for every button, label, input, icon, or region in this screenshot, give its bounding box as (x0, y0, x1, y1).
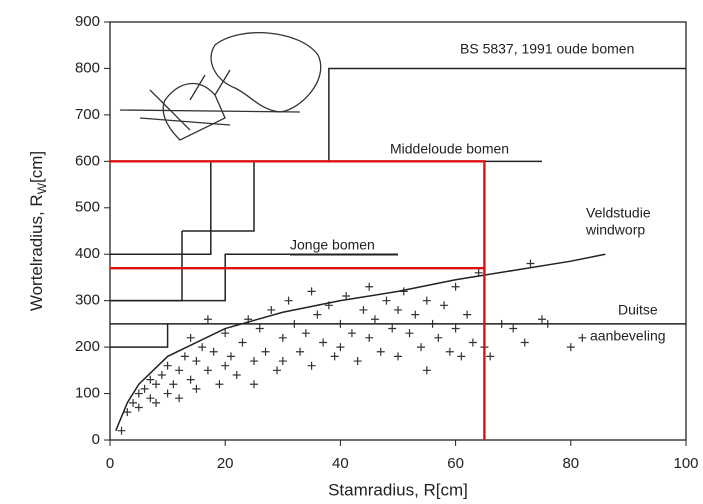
chart: Stamradius, R[cm] Wortelradius, RW[cm] 0… (0, 0, 703, 504)
y-axis-label: Wortelradius, RW[cm] (27, 151, 49, 311)
y-tick-label: 600 (75, 152, 100, 169)
annotation: Jonge bomen (290, 237, 375, 253)
y-label-text: Wortelradius, R (27, 194, 46, 311)
y-tick-label: 700 (75, 106, 100, 123)
y-tick-label: 200 (75, 338, 100, 355)
y-tick-label: 0 (92, 431, 100, 448)
x-axis-label: Stamradius, R[cm] (328, 480, 468, 499)
x-tick-label: 80 (562, 455, 579, 472)
annotation: windworp (585, 222, 645, 238)
y-label-sub: W (35, 182, 49, 194)
annotation: aanbeveling (590, 328, 666, 344)
annotation: Duitse (618, 302, 658, 318)
x-tick-label: 0 (106, 455, 114, 472)
y-tick-label: 900 (75, 13, 100, 30)
y-label-unit: [cm] (27, 151, 46, 183)
annotation: BS 5837, 1991 oude bomen (460, 41, 634, 57)
annotation: Middeloude bomen (390, 141, 509, 157)
y-tick-label: 100 (75, 385, 100, 402)
x-tick-label: 20 (217, 455, 234, 472)
y-tick-label: 800 (75, 59, 100, 76)
x-tick-label: 100 (673, 455, 698, 472)
y-tick-label: 400 (75, 245, 100, 262)
x-tick-label: 40 (332, 455, 349, 472)
y-tick-label: 500 (75, 199, 100, 216)
annotation: Veldstudie (586, 205, 651, 221)
x-tick-label: 60 (447, 455, 464, 472)
y-tick-label: 300 (75, 292, 100, 309)
